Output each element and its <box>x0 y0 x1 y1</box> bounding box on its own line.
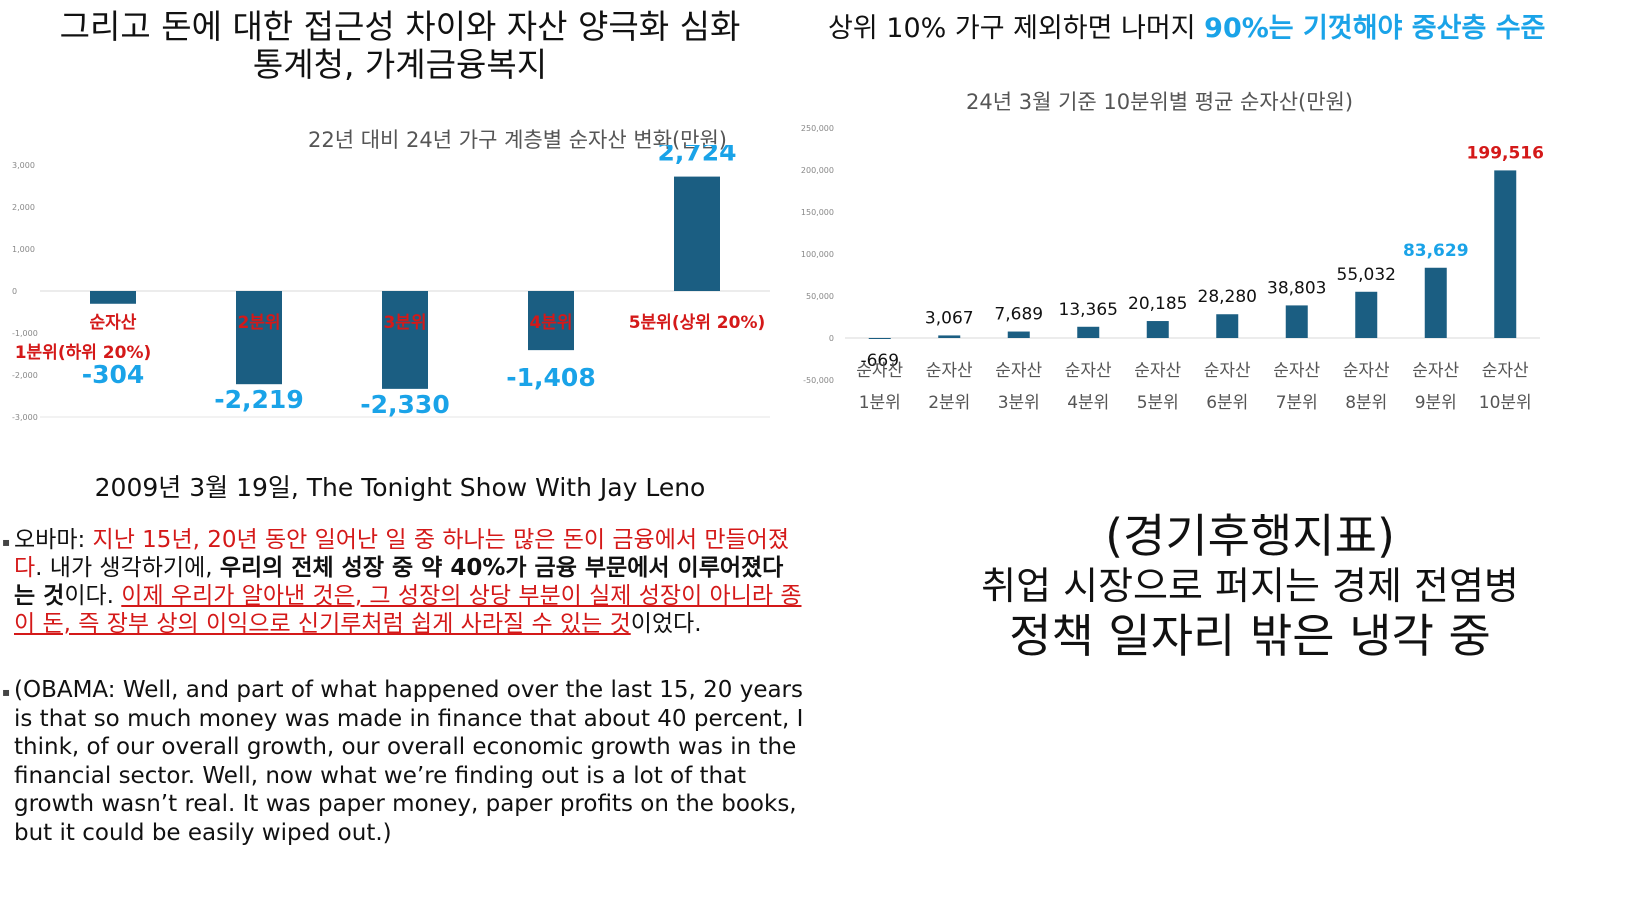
quote-heading: 2009년 3월 19일, The Tonight Show With Jay … <box>94 473 706 502</box>
quote-ko-bold: 우리의 전체 성장 중 약 40%가 금융 부문에서 이루어졌다는 것 <box>14 555 784 609</box>
category-label: 5분위(상위 20%) <box>629 313 766 333</box>
value-label: 28,280 <box>1198 287 1257 307</box>
indicator-line2: 취업 시장으로 퍼지는 경제 전염병 <box>981 564 1519 608</box>
category-prefix-label: 순자산 <box>1412 361 1459 381</box>
y-tick-label: 2,000 <box>12 203 35 212</box>
category-label: 8분위 <box>1345 393 1387 413</box>
category-label: 9분위 <box>1415 393 1457 413</box>
y-tick-label: 0 <box>829 334 834 343</box>
value-label: 20,185 <box>1128 294 1187 314</box>
category-label: 6분위 <box>1206 393 1248 413</box>
quote-ko-red2: 이제 우리가 알아낸 것은, 그 성장의 상당 부분이 실제 성장이 아니라 종… <box>14 583 802 637</box>
value-label: 13,365 <box>1059 300 1118 320</box>
y-tick-label: 1,000 <box>12 245 35 254</box>
bar <box>1216 314 1239 338</box>
y-tick-label: 100,000 <box>801 250 834 259</box>
category-label: 10분위 <box>1479 393 1532 413</box>
y-tick-label: 250,000 <box>801 124 834 133</box>
bar <box>382 291 428 389</box>
category-label: 3분위 <box>998 393 1040 413</box>
chart2-title: 24년 3월 기준 10분위별 평균 순자산(만원) <box>966 90 1354 114</box>
bar <box>868 338 891 339</box>
category-prefix-label: 순자산 <box>856 361 903 381</box>
category-label: 1분위 <box>859 393 901 413</box>
category-prefix-label: 순자산 <box>1482 361 1529 381</box>
category-prefix-label: 순자산 <box>926 361 973 381</box>
right-title-part1: 상위 10% 가구 제외하면 나머지 <box>828 13 1205 44</box>
value-label: 7,689 <box>994 305 1043 325</box>
category-label: 5분위 <box>1137 393 1179 413</box>
category-label: 7분위 <box>1276 393 1318 413</box>
category-prefix-label: 순자산 <box>1343 361 1390 381</box>
bar <box>236 291 282 385</box>
chart1-title: 22년 대비 24년 가구 계층별 순자산 변화(만원) <box>308 128 727 152</box>
bar <box>1424 267 1447 338</box>
y-tick-label: 0 <box>12 287 17 296</box>
category-prefix-label: 순자산 <box>1134 361 1181 381</box>
left-title: 그리고 돈에 대한 접근성 차이와 자산 양극화 심화 통계청, 가계금융복지 <box>0 8 800 84</box>
value-label: -304 <box>82 360 145 389</box>
category-label: 4분위 <box>1067 393 1109 413</box>
bar <box>938 335 961 338</box>
value-label: -2,219 <box>214 385 303 414</box>
bar <box>1146 321 1169 338</box>
indicator-line1: (경기후행지표) <box>1105 509 1395 563</box>
quote-ko-plain1: . 내가 생각하기에, <box>35 555 220 581</box>
quote-korean: ▪ 오바마: 지난 15년, 20년 동안 일어난 일 중 하나는 많은 돈이 금… <box>2 526 804 638</box>
right-title: 상위 10% 가구 제외하면 나머지 90%는 기껏해야 중산층 수준 <box>828 6 1627 45</box>
category-label: 순자산 <box>90 313 137 333</box>
y-tick-label: -50,000 <box>803 376 834 385</box>
right-title-highlight: 90%는 기껏해야 중산층 수준 <box>1204 13 1546 44</box>
left-title-line1: 그리고 돈에 대한 접근성 차이와 자산 양극화 심화 <box>59 7 741 46</box>
value-label: 3,067 <box>925 308 974 328</box>
value-label: -1,408 <box>506 363 595 392</box>
bar <box>1077 326 1100 338</box>
value-label: 199,516 <box>1467 143 1544 163</box>
quote-ko-plain2: 이다. <box>64 583 122 609</box>
chart1-change-by-quintile: 3,000 2,000 1,000 0 -1,000 -2,000 -3,000 순자산 1분위… <box>12 145 770 422</box>
quote-en-text: (OBAMA: Well, and part of what happened … <box>14 677 804 846</box>
bar <box>674 176 720 291</box>
bar <box>1494 170 1517 338</box>
left-title-line2: 통계청, 가계금융복지 <box>252 45 548 84</box>
bar <box>1285 305 1308 338</box>
bar <box>90 291 136 304</box>
y-tick-label: 3,000 <box>12 161 35 170</box>
bar <box>528 291 574 351</box>
y-tick-label: -2,000 <box>12 371 38 380</box>
bullet-icon: ▪ <box>2 535 11 549</box>
bullet-icon: ▪ <box>2 685 11 699</box>
y-tick-label: -3,000 <box>12 413 38 422</box>
value-label: 2,724 <box>657 145 736 167</box>
value-label: 83,629 <box>1403 241 1469 261</box>
y-tick-label: -1,000 <box>12 329 38 338</box>
quote-english: ▪ (OBAMA: Well, and part of what happened… <box>2 676 804 848</box>
quote-ko-plain3: 이었다. <box>630 611 702 637</box>
indicator-line3: 정책 일자리 밖은 냉각 중 <box>1009 609 1491 663</box>
quote-ko-red1: 지난 15년, 20년 동안 일어난 일 중 하나는 많은 돈이 금융에서 만들… <box>14 527 789 581</box>
y-tick-label: 50,000 <box>806 292 834 301</box>
bar <box>1355 291 1378 338</box>
category-label: 4분위 <box>529 313 572 333</box>
value-label: 55,032 <box>1337 265 1396 285</box>
y-tick-label: 150,000 <box>801 208 834 217</box>
value-label: -669 <box>860 351 899 371</box>
bar <box>1007 331 1030 338</box>
chart2-decile-net-assets: 250,000 200,000 150,000 100,000 50,000 0 -50,0… <box>801 124 1544 413</box>
category-prefix-label: 순자산 <box>1204 361 1251 381</box>
category-label: 2분위 <box>237 313 280 333</box>
category-label: 2분위 <box>928 393 970 413</box>
value-label: 38,803 <box>1267 278 1326 298</box>
quote-ko-speaker: 오바마: <box>14 527 93 553</box>
category-label: 1분위(하위 20%) <box>15 343 152 363</box>
category-prefix-label: 순자산 <box>1273 361 1320 381</box>
category-prefix-label: 순자산 <box>1065 361 1112 381</box>
value-label: -2,330 <box>360 390 449 419</box>
category-label: 3분위 <box>383 313 426 333</box>
y-tick-label: 200,000 <box>801 166 834 175</box>
category-prefix-label: 순자산 <box>995 361 1042 381</box>
